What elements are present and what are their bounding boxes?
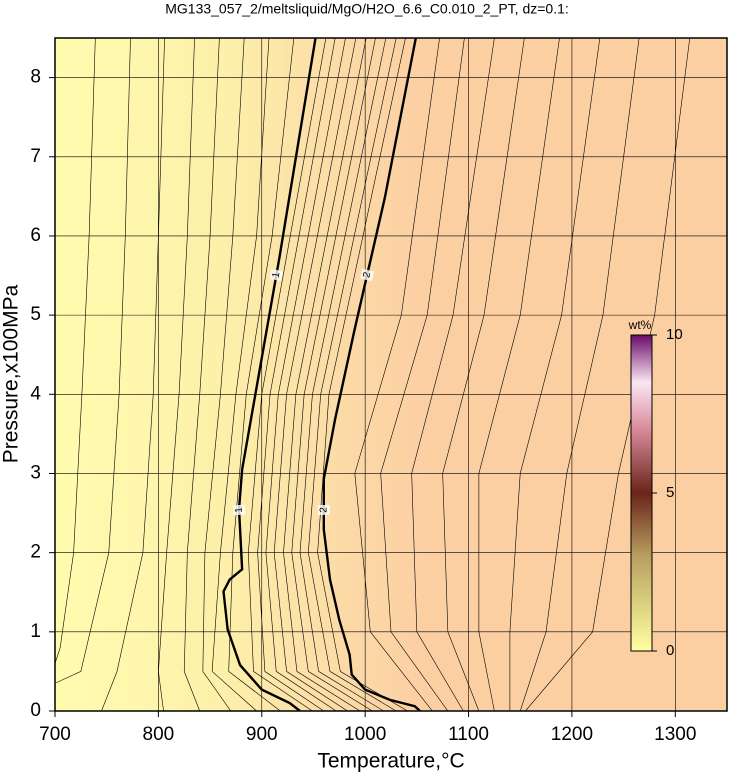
contour-line <box>299 38 387 711</box>
contour-line <box>411 38 495 711</box>
y-tick-label: 2 <box>30 542 41 563</box>
contour-line <box>158 38 195 711</box>
x-tick-label: 1200 <box>551 724 593 745</box>
x-tick-label: 700 <box>39 724 71 745</box>
contour-line <box>380 38 465 711</box>
colorbar-tick-label: 0 <box>666 642 674 659</box>
contour-label-bg <box>232 504 246 516</box>
contour-label-bg <box>360 268 375 282</box>
contour-label-group: 1 <box>269 269 284 281</box>
contour-line <box>222 38 317 711</box>
contour-line <box>519 38 640 711</box>
frame <box>54 37 728 712</box>
chart-title: MG133_057_2/meltsliquid/MgO/H2O_6.6_C0.0… <box>165 1 569 17</box>
contour-line <box>307 38 397 711</box>
contour-line <box>211 38 270 711</box>
contour-line <box>101 38 165 711</box>
contour-line <box>273 38 357 711</box>
contour-line <box>228 38 295 711</box>
y-tick-label: 8 <box>30 67 41 88</box>
y-axis-label: Pressure,x100MPa <box>0 284 23 463</box>
colorbar-tick-label: 10 <box>666 326 683 343</box>
x-tick-label: 900 <box>246 724 278 745</box>
colorbar-tick-label: 5 <box>666 484 674 501</box>
y-tick-label: 4 <box>30 383 41 404</box>
y-tick-label: 6 <box>30 225 41 246</box>
contour-label-bg <box>269 269 284 281</box>
contour-label: 1 <box>234 506 245 513</box>
contour-line <box>354 38 440 711</box>
contour-label: 2 <box>318 507 329 513</box>
y-tick-label: 5 <box>30 304 41 325</box>
contour-labels: 1 1 2 2 <box>232 268 375 516</box>
contour-label-group: 2 <box>360 268 375 282</box>
y-tick-label: 1 <box>30 621 41 642</box>
contour-line <box>442 38 525 711</box>
contour-line <box>55 38 131 684</box>
contour-line <box>291 38 376 711</box>
x-tick-label: 1300 <box>654 724 696 745</box>
contour-line <box>183 38 220 711</box>
contour-label-group: 1 <box>232 504 246 516</box>
plot-area <box>55 38 727 711</box>
contour-line <box>509 38 601 711</box>
x-tick-label: 1000 <box>344 724 386 745</box>
contour-line <box>55 38 96 664</box>
x-axis-label: Temperature,°C <box>317 750 464 773</box>
x-tick-label: 1100 <box>448 724 489 745</box>
contour-line <box>317 38 408 711</box>
contour-label-bg <box>317 505 330 515</box>
colorbar-label: wt% <box>628 318 652 332</box>
contour-line <box>257 38 336 711</box>
y-tick-label: 3 <box>30 462 41 483</box>
contour-line <box>322 38 421 711</box>
contour-line <box>265 38 346 711</box>
contour-line <box>478 38 560 711</box>
contour-line <box>525 38 691 711</box>
colorbar: wt% 0 5 10 <box>628 318 683 659</box>
contour-line <box>202 38 245 711</box>
contour-label: 2 <box>361 271 373 279</box>
contour-label-group: 2 <box>317 505 330 515</box>
y-tick-label: 7 <box>30 146 41 167</box>
contour-line <box>283 38 367 711</box>
colorbar-scale <box>630 334 653 652</box>
y-tick-label: 0 <box>30 700 41 721</box>
contours <box>55 38 691 711</box>
contour-line <box>248 38 327 711</box>
x-tick-label: 800 <box>143 724 175 745</box>
contour-label: 1 <box>271 271 283 279</box>
